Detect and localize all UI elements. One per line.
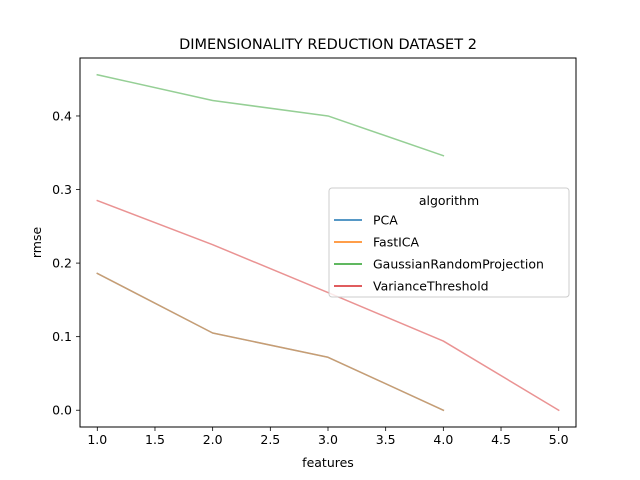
y-tick-label: 0.0 (52, 403, 72, 418)
x-tick-label: 3.0 (318, 432, 338, 447)
series-layer (96, 73, 560, 412)
legend-box (328, 187, 570, 298)
legend-label-3: VarianceThreshold (373, 279, 489, 294)
x-tick-label: 2.5 (260, 432, 280, 447)
x-tick-label: 4.5 (491, 432, 511, 447)
x-tick-label: 1.5 (145, 432, 165, 447)
x-tick-label: 2.0 (203, 432, 223, 447)
x-tick-label: 1.0 (87, 432, 107, 447)
series-line-3 (96, 199, 560, 412)
x-tick-label: 4.0 (433, 432, 453, 447)
y-tick-label: 0.1 (52, 329, 72, 344)
legend-title: algorithm (419, 193, 479, 208)
chart-title: DIMENSIONALITY REDUCTION DATASET 2 (179, 37, 477, 53)
legend-items: PCA FastICA GaussianRandomProjection Varian… (334, 213, 544, 294)
legend-label-1: FastICA (373, 235, 420, 250)
x-axis-label: features (302, 455, 354, 470)
legend-label-2: GaussianRandomProjection (373, 257, 544, 272)
y-axis: 0.0 0.1 0.2 0.3 0.4 (52, 108, 80, 418)
y-tick-label: 0.2 (52, 256, 72, 271)
x-tick-label: 3.5 (376, 432, 396, 447)
legend: algorithm PCA FastICA GaussianRandomProjec… (328, 187, 570, 298)
series-line-1 (96, 272, 445, 412)
y-tick-label: 0.3 (52, 182, 72, 197)
x-tick-label: 5.0 (549, 432, 569, 447)
y-axis-label: rmse (29, 227, 44, 259)
x-axis: 1.0 1.5 2.0 2.5 3.0 3.5 4.0 4.5 5.0 (87, 427, 569, 447)
legend-label-0: PCA (373, 213, 398, 228)
y-tick-label: 0.4 (52, 108, 72, 123)
series-line-2 (96, 73, 445, 157)
